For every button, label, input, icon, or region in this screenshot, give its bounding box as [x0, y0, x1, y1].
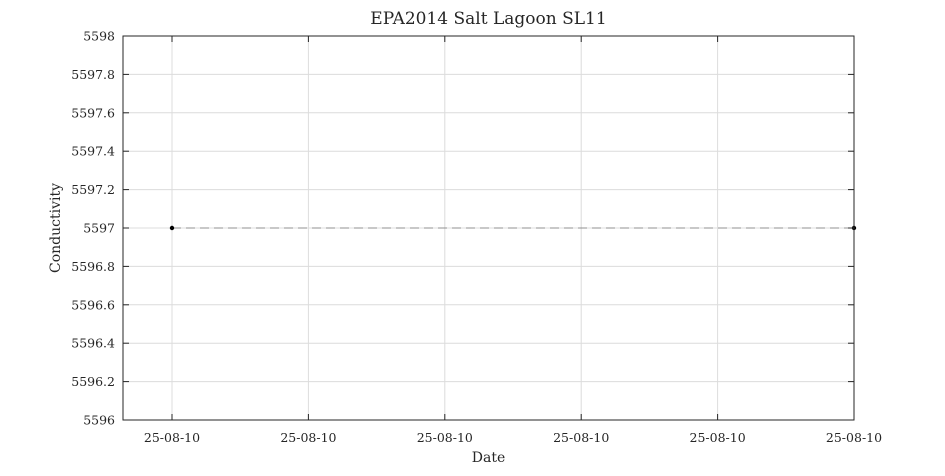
y-tick-labels: 5596 5596.2 5596.4 5596.6 5596.8 5597 5597.2 55… — [71, 29, 115, 428]
y-tick-label: 5596.2 — [71, 374, 115, 389]
y-tick-label: 5596.8 — [71, 259, 115, 274]
x-tick-labels: 25-08-10 25-08-10 25-08-10 25-08-10 25-08-10… — [144, 430, 882, 445]
y-tick-label: 5597.6 — [71, 105, 115, 120]
y-tick-label: 5597 — [83, 221, 115, 236]
y-axis-label: Conductivity — [48, 183, 64, 273]
series-layer — [169, 225, 857, 231]
chart-title: EPA2014 Salt Lagoon SL11 — [370, 9, 606, 29]
y-tick-label: 5596 — [83, 413, 115, 428]
x-tick-label: 25-08-10 — [144, 430, 200, 445]
y-tick-label: 5597.2 — [71, 182, 115, 197]
x-axis-label: Date — [472, 450, 505, 466]
x-tick-label: 25-08-10 — [826, 430, 882, 445]
data-point — [169, 225, 175, 231]
x-tick-label: 25-08-10 — [553, 430, 609, 445]
y-tick-label: 5597.8 — [71, 67, 115, 82]
y-tick-label: 5597.4 — [71, 144, 115, 159]
x-tick-label: 25-08-10 — [280, 430, 336, 445]
tick-marks — [123, 35, 855, 421]
y-tick-label: 5596.6 — [71, 297, 115, 312]
y-tick-label: 5596.4 — [71, 336, 115, 351]
x-tick-label: 25-08-10 — [417, 430, 473, 445]
x-tick-label: 25-08-10 — [690, 430, 746, 445]
y-tick-label: 5598 — [83, 29, 115, 44]
